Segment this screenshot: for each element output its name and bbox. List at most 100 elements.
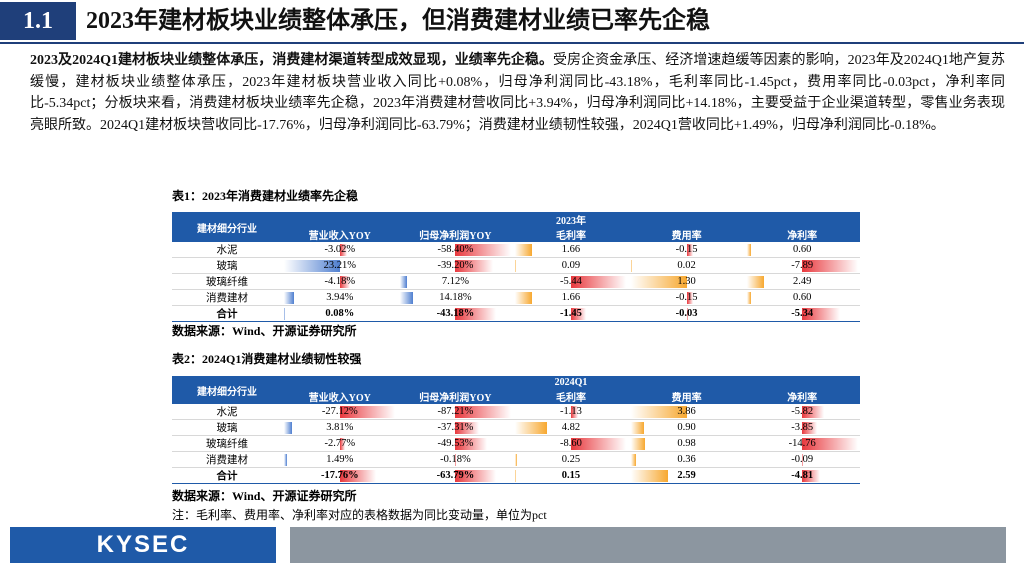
cell-text: -5.34 — [791, 308, 814, 319]
cell-text: -7.89 — [791, 260, 814, 271]
column-header: 营业收入YOY — [282, 389, 398, 404]
cell-text: 合计 — [216, 309, 238, 320]
value-cell: 3.94% — [282, 289, 398, 306]
data-bar — [802, 406, 825, 418]
data-bar — [515, 470, 517, 482]
value-cell: 4.82 — [513, 419, 629, 436]
row-label: 合计 — [172, 467, 282, 484]
value-cell: 3.86 — [628, 404, 745, 420]
cell-text: -39.20% — [437, 260, 474, 271]
value-cell: -7.89 — [744, 257, 860, 274]
data-bar — [455, 438, 487, 450]
data-bar — [746, 276, 765, 288]
value-cell: 0.90 — [628, 419, 745, 436]
cell-text: 玻璃 — [216, 423, 238, 434]
data-bar — [455, 406, 511, 418]
value-cell: 1.66 — [513, 242, 629, 258]
value-cell: -58.40% — [397, 242, 514, 258]
cell-text: 1.66 — [561, 244, 581, 255]
header-row: 营业收入YOY 归母净利润YOY 毛利率 费用率 净利率 — [172, 227, 860, 242]
row-label: 合计 — [172, 305, 282, 322]
value-cell: -49.53% — [397, 435, 514, 452]
value-cell: 0.15 — [513, 467, 629, 484]
data-bar — [746, 244, 751, 256]
cell-text: -58.40% — [437, 244, 474, 255]
value-cell: 23.21% — [282, 257, 398, 274]
value-cell: -4.18% — [282, 273, 398, 290]
cell-text: 7.12% — [441, 276, 469, 287]
data-bar — [802, 438, 858, 450]
value-cell: -0.15 — [628, 289, 745, 306]
data-bar — [455, 244, 511, 256]
data-bar — [631, 454, 637, 466]
table-row: 水泥 -27.12% -87.21% -1.13 3.86 -5.82 — [172, 404, 860, 420]
cell-text: -14.76 — [788, 438, 816, 449]
cell-text: -2.77% — [324, 438, 356, 449]
data-bar — [455, 308, 497, 320]
group-header: 2023年 — [282, 212, 860, 227]
cell-text: -3.85 — [791, 422, 814, 433]
data-bar — [284, 260, 340, 272]
cell-text: -0.15 — [675, 244, 698, 255]
corner-cell: 建材细分行业 — [172, 376, 282, 404]
row-label: 消费建材 — [172, 451, 282, 468]
value-cell: -3.02% — [282, 242, 398, 258]
table-body: 水泥 -3.02% -58.40% 1.66 -0.15 0.60 玻璃 23.21% -39.… — [172, 242, 860, 322]
value-cell: -87.21% — [397, 404, 514, 420]
value-cell: 0.36 — [628, 451, 745, 468]
cell-text: 玻璃 — [216, 261, 238, 272]
body-text: 受房企资金承压、经济增速趋缓等因素的影响，2023年及2024Q1地产复苏缓慢，… — [30, 53, 1006, 133]
value-cell: -4.81 — [744, 467, 860, 484]
data-bar — [399, 292, 414, 304]
section-number: 1.1 — [0, 2, 76, 40]
cell-text: 水泥 — [216, 245, 238, 256]
cell-text: -87.21% — [437, 406, 474, 417]
cell-text: 0.36 — [677, 454, 696, 465]
table-caption: 表2：2024Q1消费建材业绩韧性较强 — [172, 352, 362, 366]
row-label: 玻璃 — [172, 419, 282, 436]
value-cell: 0.98 — [628, 435, 745, 452]
data-bar — [686, 308, 688, 320]
value-cell: 0.08% — [282, 305, 398, 322]
cell-text: -8.60 — [560, 438, 582, 449]
logo: KYSEC — [10, 527, 276, 563]
table-row: 玻璃 3.81% -37.31% 4.82 0.90 -3.85 — [172, 419, 860, 436]
column-header: 净利率 — [744, 227, 860, 242]
cell-text: -43.18% — [436, 308, 475, 319]
data-bar — [570, 406, 579, 418]
data-bar — [570, 276, 627, 288]
cell-text: -3.02% — [324, 244, 356, 255]
row-label: 消费建材 — [172, 289, 282, 306]
cell-text: 0.08% — [325, 308, 355, 319]
value-cell: 0.60 — [744, 289, 860, 306]
cell-text: -63.79% — [436, 470, 475, 481]
column-header: 归母净利润YOY — [397, 389, 514, 404]
table-row: 合计 0.08% -43.18% -1.45 -0.03 -5.34 — [172, 305, 860, 322]
value-cell: 7.12% — [397, 273, 514, 290]
data-bar — [339, 276, 350, 288]
value-cell: -8.60 — [513, 435, 629, 452]
table-body: 水泥 -27.12% -87.21% -1.13 3.86 -5.82 玻璃 3.81% -37… — [172, 404, 860, 484]
cell-text: 2.49 — [793, 276, 812, 287]
data-bar — [631, 276, 687, 288]
column-header: 费用率 — [628, 389, 745, 404]
cell-text: 水泥 — [216, 407, 238, 418]
data-bar — [284, 422, 293, 434]
column-header: 费用率 — [628, 227, 745, 242]
data-bar — [284, 454, 288, 466]
column-header: 毛利率 — [513, 227, 629, 242]
table-row: 玻璃 23.21% -39.20% 0.09 0.02 -7.89 — [172, 257, 860, 274]
slide-title: 2023年建材板块业绩整体承压，但消费建材业绩已率先企稳 — [86, 8, 710, 34]
cell-text: 0.60 — [793, 292, 812, 303]
cell-text: 0.60 — [793, 244, 812, 255]
cell-text: -0.03 — [675, 308, 698, 319]
value-cell: -5.82 — [744, 404, 860, 420]
cell-text: -0.18% — [440, 454, 471, 465]
data-bar — [631, 406, 687, 418]
value-cell: 2.49 — [744, 273, 860, 290]
data-bar — [631, 438, 646, 450]
data-bar — [455, 260, 493, 272]
table-source: 数据来源：Wind、开源证券研究所 — [172, 324, 357, 338]
data-bar — [802, 308, 840, 320]
cell-text: 0.25 — [561, 454, 581, 465]
